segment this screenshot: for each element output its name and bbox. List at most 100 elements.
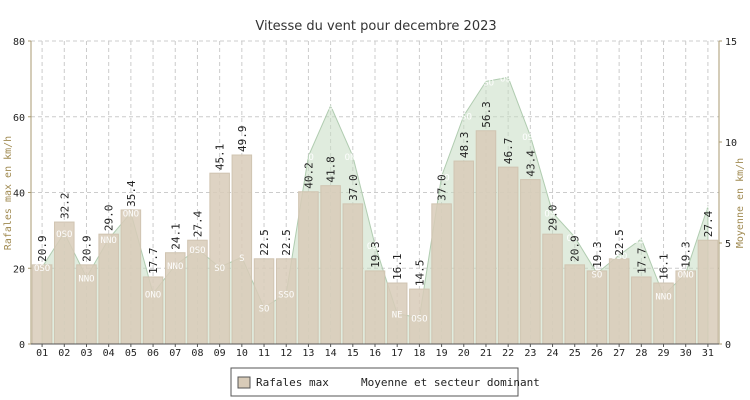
bar-value-label: 43.4: [524, 150, 537, 177]
sector-label: OSO: [189, 246, 205, 256]
bar-value-label: 14.5: [413, 260, 426, 287]
sector-label: OSO: [633, 236, 649, 246]
y2-axis-label: Moyenne en km/h: [735, 158, 746, 248]
bar-value-label: 17.7: [635, 247, 648, 274]
sector-label: OSO: [611, 252, 627, 262]
x-tick-label: 22: [502, 348, 514, 359]
bar-value-label: 22.5: [258, 229, 271, 256]
x-tick-label: 31: [702, 348, 714, 359]
y-tick-label: 80: [13, 37, 25, 48]
bar-value-label: 46.7: [502, 138, 515, 165]
x-tick-label: 09: [214, 348, 226, 359]
x-tick-label: 13: [302, 348, 314, 359]
bar-value-label: 48.3: [458, 132, 471, 159]
gust-bar: [675, 270, 696, 345]
gust-bar: [542, 233, 563, 345]
bar-value-label: 27.4: [702, 210, 715, 237]
gust-bar: [298, 191, 319, 345]
sector-label: OSO: [567, 234, 583, 244]
bar-value-label: 19.3: [591, 241, 604, 268]
x-tick-label: 21: [480, 348, 492, 359]
y-tick-label: 20: [13, 264, 25, 275]
sector-label: SSO: [278, 291, 294, 301]
x-tick-label: 05: [125, 348, 137, 359]
bar-value-label: 19.3: [369, 241, 382, 268]
bar-value-label: 16.1: [391, 254, 404, 281]
bar-value-label: 22.5: [280, 229, 293, 256]
bar-value-label: 49.9: [236, 126, 249, 153]
gust-bar: [54, 221, 75, 345]
chart-title: Vitesse du vent pour decembre 2023: [255, 19, 496, 34]
x-tick-label: 06: [147, 348, 159, 359]
gust-bars: [31, 130, 719, 345]
legend-box: [230, 367, 519, 397]
bar-value-label: 41.8: [325, 156, 338, 183]
gust-bar: [275, 258, 297, 345]
y-tick-label: 40: [13, 189, 25, 200]
gust-bar: [497, 166, 519, 345]
y-tick-label: 60: [13, 113, 25, 124]
x-tick-label: 28: [635, 348, 647, 359]
gust-bar: [475, 130, 497, 345]
y-axis-label: Rafales max en km/h: [3, 136, 14, 250]
sector-label: S: [239, 254, 244, 264]
y2-tick-label: 0: [725, 340, 731, 351]
bar-value-label: 20.9: [80, 235, 93, 262]
bar-value-label: 29.0: [547, 205, 560, 232]
legend-swatch-gusts: [237, 376, 251, 389]
x-tick-label: 08: [191, 348, 203, 359]
bar-value-label: 22.5: [613, 229, 626, 256]
x-tick-label: 15: [347, 348, 359, 359]
y2-tick-label: 5: [725, 239, 731, 250]
y2-tick-label: 10: [725, 138, 737, 149]
x-tick-label: 01: [36, 348, 48, 359]
x-tick-label: 12: [280, 348, 292, 359]
gust-bar: [608, 258, 630, 345]
sector-label: OSO: [34, 264, 50, 274]
sector-label: SO: [214, 264, 225, 274]
gust-bar: [586, 270, 608, 345]
bar-value-label: 37.0: [436, 174, 449, 201]
bar-value-label: 27.4: [191, 210, 204, 237]
x-tick-label: 14: [325, 348, 337, 359]
bar-value-label: 32.2: [58, 193, 71, 220]
x-tick-label: 11: [258, 348, 270, 359]
sector-labels: OSOOSONNONNOONOONONNOOSOSOSSOSSOSOOSOONO…: [34, 74, 716, 324]
x-tick-label: 16: [369, 348, 381, 359]
sector-label: OSO: [56, 230, 72, 240]
sector-label: ONO: [123, 210, 139, 220]
x-tick-label: 27: [613, 348, 625, 359]
gust-bar: [231, 154, 253, 345]
bar-value-label: 56.3: [480, 101, 493, 128]
bar-value-label: 17.7: [147, 247, 160, 274]
gust-bar: [564, 264, 586, 345]
sector-label: NNO: [78, 274, 94, 284]
gust-bar: [697, 239, 719, 345]
x-tick-label: 18: [413, 348, 425, 359]
x-tick-label: 17: [391, 348, 403, 359]
gust-bar: [520, 179, 541, 345]
legend: Rafales max Moyenne et secteur dominant: [230, 367, 540, 397]
sector-label: NNO: [167, 262, 183, 272]
gust-bar: [431, 203, 452, 345]
sector-label: ONO: [345, 153, 361, 163]
sector-label: NNO: [101, 236, 117, 246]
x-tick-label: 04: [103, 348, 115, 359]
x-tick-label: 24: [547, 348, 559, 359]
gust-bar: [253, 258, 275, 345]
x-tick-label: 07: [169, 348, 181, 359]
y2-tick-label: 15: [725, 37, 737, 48]
sector-label: SO: [303, 153, 314, 163]
sector-label: SO: [259, 305, 270, 315]
gust-bar: [320, 185, 341, 345]
x-tick-label: 10: [236, 348, 248, 359]
x-tick-label: 23: [524, 348, 536, 359]
gust-bar: [631, 276, 652, 345]
sector-label: OSO: [456, 113, 472, 123]
x-tick-label: 30: [680, 348, 692, 359]
bar-value-label: 20.9: [569, 235, 582, 262]
sector-label: OSO: [367, 242, 383, 252]
average-area: [41, 76, 709, 345]
